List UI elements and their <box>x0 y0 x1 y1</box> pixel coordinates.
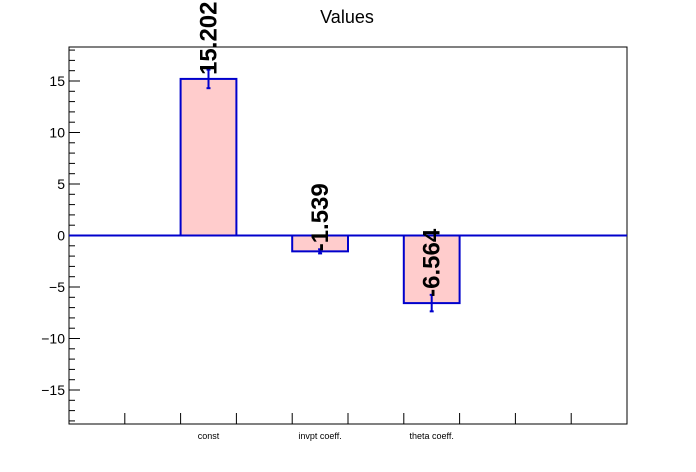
x-axis: const invpt coeff. theta coeff. <box>124 413 572 441</box>
y-tick-label: −10 <box>41 331 65 347</box>
y-tick-label: 5 <box>57 176 65 192</box>
bar <box>402 234 461 305</box>
data-label: 15.202 <box>196 2 223 75</box>
x-tick-label: theta coeff. <box>410 431 454 441</box>
data-label: -6.564 <box>419 228 446 297</box>
y-tick-label: 10 <box>49 124 65 140</box>
error-bars <box>206 68 434 313</box>
chart-title: Values <box>320 7 374 27</box>
x-tick-label: invpt coeff. <box>298 431 341 441</box>
y-tick-label: 15 <box>49 73 65 89</box>
y-tick-label: −15 <box>41 382 65 398</box>
data-labels: 15.202 -1.539 -6.564 <box>196 2 446 297</box>
y-tick-label: −5 <box>49 279 65 295</box>
y-axis: −15 −10 −5 0 5 10 15 <box>41 49 80 422</box>
data-label: -1.539 <box>307 183 334 251</box>
x-tick-label: const <box>198 431 220 441</box>
y-tick-label: 0 <box>57 228 65 244</box>
bar <box>179 77 238 237</box>
